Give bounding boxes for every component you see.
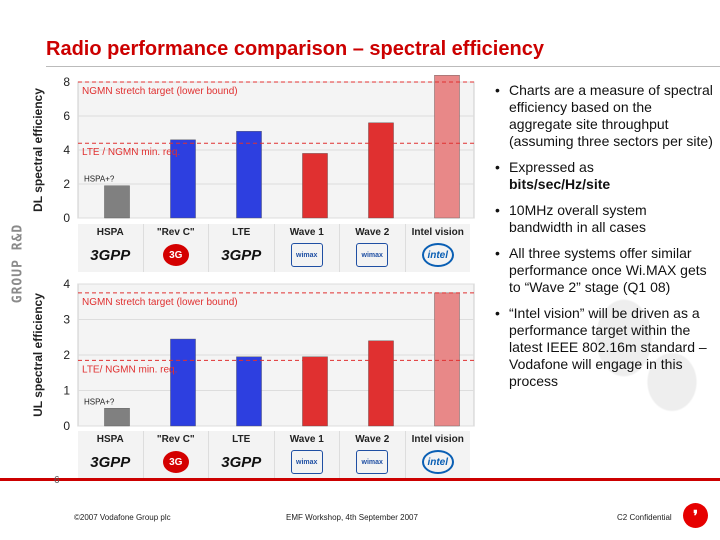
dl-y-tick-label: 6 <box>63 109 70 123</box>
ul-y-tick-label: 0 <box>63 419 70 432</box>
title-divider <box>46 66 720 67</box>
ul-bar-annotation: HSPA+? <box>84 397 115 406</box>
3gpp-logo: 3GPP <box>90 246 131 264</box>
dl-y-tick-label: 0 <box>63 211 70 224</box>
dl-bar-wave-1 <box>302 153 328 219</box>
system-label: Intel vision <box>411 227 464 238</box>
wimax-logo: wimax <box>285 243 329 267</box>
ul-y-axis-label: UL spectral efficiency <box>31 293 45 417</box>
bullet-item: All three systems offer similar performa… <box>492 245 714 296</box>
system-label: Wave 1 <box>289 434 324 445</box>
system-label: Intel vision <box>411 434 464 445</box>
system-cell-hspa: HSPA 3GPP <box>78 224 144 272</box>
dl-y-tick-label: 4 <box>63 143 70 157</box>
system-label: HSPA <box>96 227 124 238</box>
system-label: Wave 1 <box>289 227 324 238</box>
ul-bar-lte <box>236 356 262 427</box>
dl-system-logo-strip: HSPA 3GPP "Rev C" 3G LTE 3GPP Wave 1 wim… <box>78 224 470 272</box>
side-brand: GROUP R&D <box>10 223 26 304</box>
bullet-item: 10MHz overall system bandwidth in all ca… <box>492 202 714 236</box>
dl-bar-wave-2 <box>368 122 394 219</box>
system-cell-lte: LTE 3GPP <box>209 431 275 479</box>
system-label: Wave 2 <box>355 227 390 238</box>
ul-system-logo-strip: HSPA 3GPP "Rev C" 3G LTE 3GPP Wave 1 wim… <box>78 431 470 479</box>
intel-logo: intel <box>416 450 460 474</box>
ul-reference-label: LTE/ NGMN min. req. <box>82 364 177 375</box>
bullet-item: Charts are a measure of spectral efficie… <box>492 82 714 150</box>
ul-y-tick-label: 4 <box>63 277 70 291</box>
system-cell-intel-vision: Intel vision intel <box>405 431 470 479</box>
dl-y-axis-label: DL spectral efficiency <box>31 88 45 212</box>
dl-y-tick-label: 8 <box>63 75 70 89</box>
dl-bar-intel-vision <box>434 74 460 219</box>
page-number: 6 <box>54 475 60 486</box>
page-title: Radio performance comparison – spectral … <box>46 38 544 60</box>
intel-logo: intel <box>416 243 460 267</box>
ul-y-tick-label: 3 <box>63 313 70 327</box>
system-cell-hspa: HSPA 3GPP <box>78 431 144 479</box>
dl-bar-annotation: HSPA+? <box>84 175 115 184</box>
system-cell-wave-1: Wave 1 wimax <box>274 224 340 272</box>
system-cell-intel-vision: Intel vision intel <box>405 224 470 272</box>
system-cell-wave-1: Wave 1 wimax <box>274 431 340 479</box>
system-label: LTE <box>232 227 251 238</box>
system-label: "Rev C" <box>156 434 195 445</box>
ul-bar-wave-1 <box>302 356 328 427</box>
3g-logo: 3G <box>154 243 198 267</box>
dl-bar-hspa <box>104 185 130 219</box>
system-cell-rev-c: "Rev C" 3G <box>143 431 209 479</box>
bullet-item: “Intel vision” will be driven as a perfo… <box>492 305 714 390</box>
ul-reference-label: NGMN stretch target (lower bound) <box>82 297 238 308</box>
ul-bar-wave-2 <box>368 340 394 427</box>
ul-bar-hspa <box>104 408 130 427</box>
wimax-logo: wimax <box>285 450 329 474</box>
dl-bar-rev-c <box>170 139 196 219</box>
system-cell-rev-c: "Rev C" 3G <box>143 224 209 272</box>
vodafone-logo: ❜ <box>683 503 708 528</box>
dl-spectral-efficiency-chart: 0 2 4 6 8 DL spectral efficiency NGMN stretch … <box>31 74 475 224</box>
bullet-list: Charts are a measure of spectral efficie… <box>492 82 714 399</box>
ul-y-tick-label: 2 <box>63 348 70 362</box>
system-label: Wave 2 <box>355 434 390 445</box>
system-cell-wave-2: Wave 2 wimax <box>340 224 406 272</box>
3gpp-logo: 3GPP <box>221 246 262 264</box>
ul-bar-intel-vision <box>434 292 460 427</box>
ul-spectral-efficiency-chart: 0 1 2 3 4 UL spectral efficiency NGMN stretch … <box>31 277 475 432</box>
ul-bar-rev-c <box>170 338 196 427</box>
dl-reference-label: NGMN stretch target (lower bound) <box>82 86 238 97</box>
dl-bar-lte <box>236 131 262 219</box>
system-cell-wave-2: Wave 2 wimax <box>340 431 406 479</box>
system-cell-lte: LTE 3GPP <box>209 224 275 272</box>
ul-y-tick-label: 1 <box>63 384 70 398</box>
3g-logo: 3G <box>154 450 198 474</box>
system-label: HSPA <box>96 434 124 445</box>
copyright-notice: ©2007 Vodafone Group plc <box>74 513 171 522</box>
3gpp-logo: 3GPP <box>90 453 131 471</box>
event-label: EMF Workshop, 4th September 2007 <box>286 513 418 522</box>
dl-reference-label: LTE / NGMN min. req. <box>82 147 180 158</box>
confidentiality-label: C2 Confidential <box>617 513 672 522</box>
system-label: LTE <box>232 434 251 445</box>
system-label: "Rev C" <box>156 227 195 238</box>
3gpp-logo: 3GPP <box>221 453 262 471</box>
dl-y-tick-label: 2 <box>63 177 70 191</box>
wimax-logo: wimax <box>350 450 394 474</box>
wimax-logo: wimax <box>350 243 394 267</box>
footer-rule <box>0 478 720 481</box>
